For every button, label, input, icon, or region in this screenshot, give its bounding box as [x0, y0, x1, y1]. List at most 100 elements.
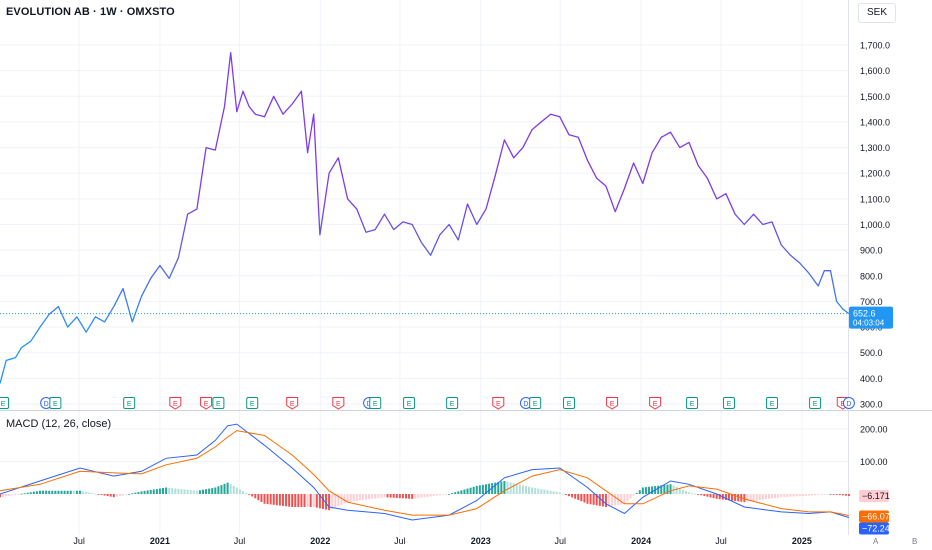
earnings-marker[interactable]: E	[169, 397, 182, 410]
macd-indicator-label[interactable]: MACD (12, 26, close)	[6, 418, 112, 430]
earnings-marker[interactable]: E	[369, 397, 382, 409]
earnings-marker[interactable]: E	[403, 397, 416, 409]
time-axis[interactable]: Jul 2021 Jul 2022 Jul 2023 Jul 2024 Jul 2025	[73, 536, 812, 546]
histogram-bar	[558, 492, 561, 494]
histogram-bar	[835, 494, 838, 495]
earnings-marker[interactable]: E	[563, 397, 576, 409]
histogram-bar	[183, 489, 186, 494]
histogram-bar	[589, 494, 592, 505]
earnings-marker[interactable]: E	[606, 397, 619, 410]
earnings-marker[interactable]: E	[49, 397, 62, 409]
histogram-bar	[700, 494, 703, 496]
histogram-bar	[186, 489, 189, 494]
histogram-bar	[586, 494, 589, 504]
earnings-marker[interactable]: E	[246, 397, 259, 409]
event-marker-label: E	[533, 401, 538, 408]
earnings-marker-shape	[686, 397, 699, 409]
histogram-bar	[681, 489, 684, 494]
earnings-marker[interactable]: E	[332, 397, 345, 410]
event-marker-label: E	[727, 401, 732, 408]
earnings-marker[interactable]: E	[649, 397, 662, 410]
earnings-marker-shape	[369, 397, 382, 409]
earnings-marker-shape	[766, 397, 779, 409]
histogram-bar	[45, 490, 48, 494]
histogram-bar	[275, 494, 278, 506]
histogram-bar	[352, 494, 355, 502]
histogram-bar	[718, 494, 721, 500]
histogram-bar	[143, 490, 146, 494]
event-marker-label: D	[367, 401, 372, 408]
currency-button[interactable]: SEK	[858, 3, 896, 23]
earnings-marker[interactable]: E	[529, 397, 542, 409]
time-tick-label: Jul	[394, 536, 406, 546]
price-tick-label: 1,300.0	[860, 143, 890, 153]
earnings-marker[interactable]: E	[686, 397, 699, 409]
earnings-marker[interactable]: E	[722, 397, 735, 409]
histogram-bar	[518, 484, 521, 494]
histogram-bar	[512, 483, 515, 494]
histogram-bar	[509, 482, 512, 494]
price-axis[interactable]: 300.0400.0500.0600.0700.0800.0900.01,000…	[860, 41, 890, 410]
earnings-marker[interactable]: E	[766, 397, 779, 409]
event-marker-label: E	[770, 401, 775, 408]
price-tick-label: 1,100.0	[860, 194, 890, 204]
histogram-bar	[140, 491, 143, 494]
time-tick-label: Jul	[234, 536, 246, 546]
histogram-bar	[580, 494, 583, 502]
histogram-bar	[829, 494, 832, 495]
dividend-marker[interactable]: D	[842, 397, 855, 409]
histogram-bar	[321, 494, 324, 509]
time-tick-label: 2024	[631, 536, 651, 546]
earnings-marker-shape	[809, 397, 822, 409]
histogram-bar	[229, 484, 232, 494]
signal-line[interactable]	[0, 430, 849, 516]
earnings-marker[interactable]: E	[212, 397, 225, 409]
histogram-bar	[214, 487, 217, 494]
macd-value-box	[859, 522, 889, 535]
histogram-bar	[94, 493, 97, 495]
earnings-marker[interactable]: E	[809, 397, 822, 409]
histogram-bar	[761, 494, 764, 500]
histogram-bar	[638, 490, 641, 494]
auto-scale-button[interactable]: A	[873, 537, 879, 546]
time-tick-label: 2025	[792, 536, 812, 546]
earnings-marker[interactable]: E	[446, 397, 459, 409]
dividend-marker[interactable]: D	[519, 397, 532, 409]
histogram-bar	[192, 490, 195, 494]
macd-tick-label: 100.00	[860, 457, 888, 467]
histogram-bar	[254, 494, 257, 499]
histogram-bar	[0, 494, 1, 498]
histogram-bar	[814, 494, 817, 496]
event-marker-label: E	[840, 401, 845, 408]
symbol-label[interactable]: EVOLUTION AB · 1W · OMXSTO	[6, 6, 175, 18]
histogram-bar	[337, 494, 340, 507]
histogram-bar	[595, 494, 598, 506]
histogram-bar	[118, 494, 121, 496]
histogram-bar	[149, 489, 152, 494]
earnings-marker[interactable]: E	[0, 397, 10, 409]
macd-histogram	[0, 481, 850, 511]
earnings-marker[interactable]: E	[286, 397, 299, 410]
histogram-bar	[515, 483, 518, 494]
log-scale-button[interactable]: B	[912, 537, 918, 546]
earnings-marker-shape	[446, 397, 459, 409]
histogram-bar	[823, 494, 826, 495]
histogram-bar	[555, 491, 558, 494]
histogram-bar	[365, 494, 368, 500]
event-marker-label: E	[173, 401, 178, 408]
macd-axis[interactable]: 100.00 200.00	[860, 425, 888, 468]
histogram-bar	[540, 489, 543, 494]
histogram-bar	[51, 490, 54, 494]
histogram-bar	[2, 494, 5, 497]
macd-line[interactable]	[0, 423, 850, 521]
macd-value-label: −6.171	[862, 491, 890, 501]
histogram-bar	[441, 494, 444, 495]
earnings-marker[interactable]: E	[492, 397, 505, 410]
price-line[interactable]	[0, 52, 850, 384]
earnings-marker[interactable]: E	[123, 397, 136, 409]
earnings-marker[interactable]: E	[200, 397, 213, 410]
price-tick-label: 1,200.0	[860, 169, 890, 179]
histogram-bar	[651, 486, 654, 494]
histogram-bar	[786, 494, 789, 497]
